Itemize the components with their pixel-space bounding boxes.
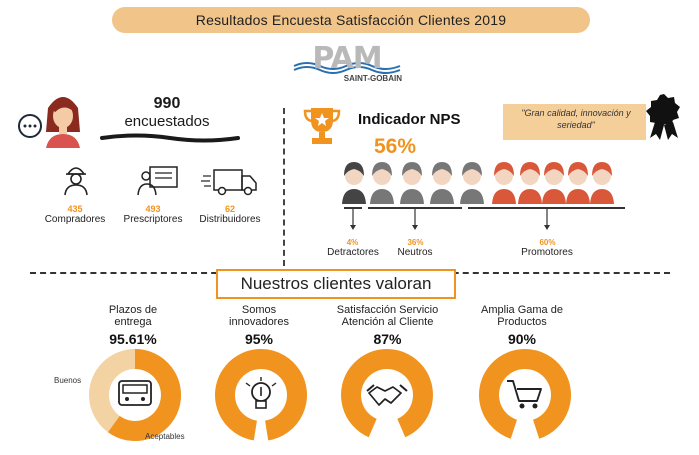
category-label-2-line2: innovadores [229, 316, 289, 328]
award-ribbon-icon [646, 94, 680, 140]
segment-label-promotores: Promotores [521, 247, 573, 258]
trophy-icon [303, 108, 341, 144]
title-banner: Resultados Encuesta Satisfacción Cliente… [112, 7, 590, 33]
person-icon [342, 162, 366, 204]
group-value-compradores: 435 [67, 204, 83, 214]
segment-pct-detractores: 4% [346, 238, 359, 247]
valoran-banner: Nuestros clientes valoran [216, 269, 456, 299]
group-label-distribuidores: Distribuidores [199, 214, 261, 225]
group-label-prescriptores: Prescriptores [123, 214, 183, 225]
category-label-2-line1: Somos [241, 304, 277, 316]
cart-icon [507, 380, 542, 409]
donut-chart-1 [89, 349, 181, 441]
legend-good: Buenos [54, 376, 82, 385]
category-label-4-line2: Productos [497, 316, 547, 328]
category-pct-1: 95.61% [109, 331, 157, 347]
respondents-count: 990 [153, 95, 181, 112]
segment-pct-promotores: 60% [539, 238, 556, 247]
person-icon [400, 162, 424, 204]
person-icon [492, 162, 516, 204]
group-label-compradores: Compradores [44, 214, 106, 225]
group-value-prescriptores: 493 [145, 204, 161, 214]
category-label-4-line1: Amplia Gama de [481, 304, 563, 316]
donut-chart-3 [341, 349, 433, 441]
person-icon [460, 162, 484, 204]
donut-chart-4 [479, 349, 571, 441]
pam-logo: PAM SAINT-GOBAIN [290, 44, 404, 86]
category-label-3-line2: Atención al Cliente [341, 316, 434, 328]
person-icon [590, 162, 614, 204]
category-pct-2: 95% [244, 331, 274, 347]
segment-label-neutros: Neutros [397, 247, 433, 258]
truck-icon [118, 380, 152, 406]
category-pct-3: 87% [373, 331, 402, 347]
donut-chart-2 [215, 349, 307, 441]
category-pct-4: 90% [507, 331, 537, 347]
segment-pct-neutros: 36% [407, 238, 424, 247]
logo-subtitle: SAINT-GOBAIN [343, 74, 402, 83]
nps-people-icons [342, 162, 614, 204]
donut-value-arc [341, 349, 433, 438]
segment-label-detractores: Detractores [327, 247, 379, 258]
quote-text: "Gran calidad, innovación y seriedad" [521, 108, 631, 130]
person-icon [430, 162, 454, 204]
avatar-woman-icon [18, 97, 80, 148]
brush-underline [100, 133, 240, 143]
nps-title: Indicador NPS [358, 111, 461, 128]
logo-brand: PAM [312, 41, 382, 76]
person-icon [566, 162, 590, 204]
person-icon [518, 162, 542, 204]
respondents-label: encuestados [124, 113, 210, 130]
donut-value-arc [107, 349, 181, 441]
group-value-distribuidores: 62 [224, 204, 235, 214]
handshake-icon [366, 384, 408, 406]
presenter-icon [137, 166, 178, 196]
quote-box: "Gran calidad, innovación y seriedad" [503, 104, 646, 140]
legend-acceptable: Aceptables [145, 432, 185, 441]
category-label-1-line1: Plazos de [108, 304, 158, 316]
person-icon [370, 162, 394, 204]
category-label-3-line1: Satisfacción Servicio [336, 304, 439, 316]
person-icon [542, 162, 566, 204]
nps-brackets [344, 207, 625, 230]
truck-icon [201, 169, 257, 196]
page-title: Resultados Encuesta Satisfacción Cliente… [195, 12, 507, 28]
donut-value-arc [215, 349, 307, 441]
category-label-1-line2: entrega [114, 316, 152, 328]
logo-graphic [293, 46, 401, 74]
lightbulb-icon [245, 377, 277, 409]
nps-value: 56% [374, 135, 417, 158]
donut-value-arc [479, 349, 571, 439]
worker-icon [64, 167, 88, 196]
valoran-title: Nuestros clientes valoran [240, 274, 432, 293]
vertical-divider [283, 108, 285, 266]
